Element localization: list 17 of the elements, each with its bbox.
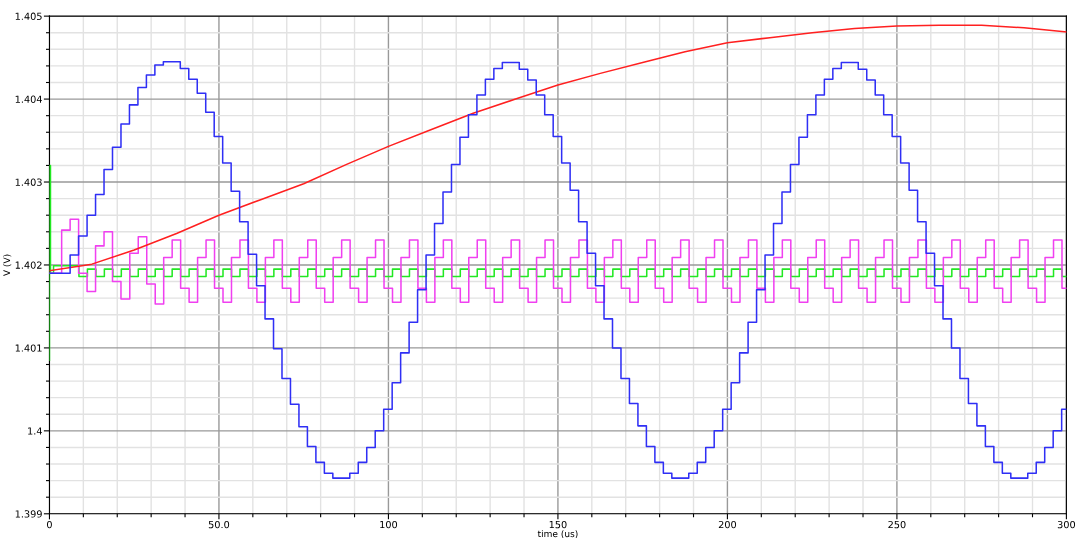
x-tick-label: 100 xyxy=(380,520,398,529)
x-tick-label: 250 xyxy=(888,520,906,529)
y-axis-title: V (V) xyxy=(3,254,12,277)
y-tick-label: 1.399 xyxy=(15,510,42,518)
y-tick-label: 1.401 xyxy=(15,344,42,352)
x-tick-label: 300 xyxy=(1057,520,1075,529)
x-tick-label: 200 xyxy=(718,520,737,529)
line-series xyxy=(49,24,1067,272)
y-tick-label: 1.405 xyxy=(15,12,42,20)
x-tick-label: 150 xyxy=(549,520,567,529)
y-tick-label: 1.4 xyxy=(28,427,42,435)
x-tick-label: 50.0 xyxy=(208,520,230,529)
y-tick-label: 1.402 xyxy=(15,261,42,269)
y-tick-label: 1.403 xyxy=(15,178,42,186)
x-tick-label: 0 xyxy=(47,520,52,529)
y-tick-label: 1.404 xyxy=(15,95,42,103)
x-axis-title: time (us) xyxy=(537,530,578,538)
